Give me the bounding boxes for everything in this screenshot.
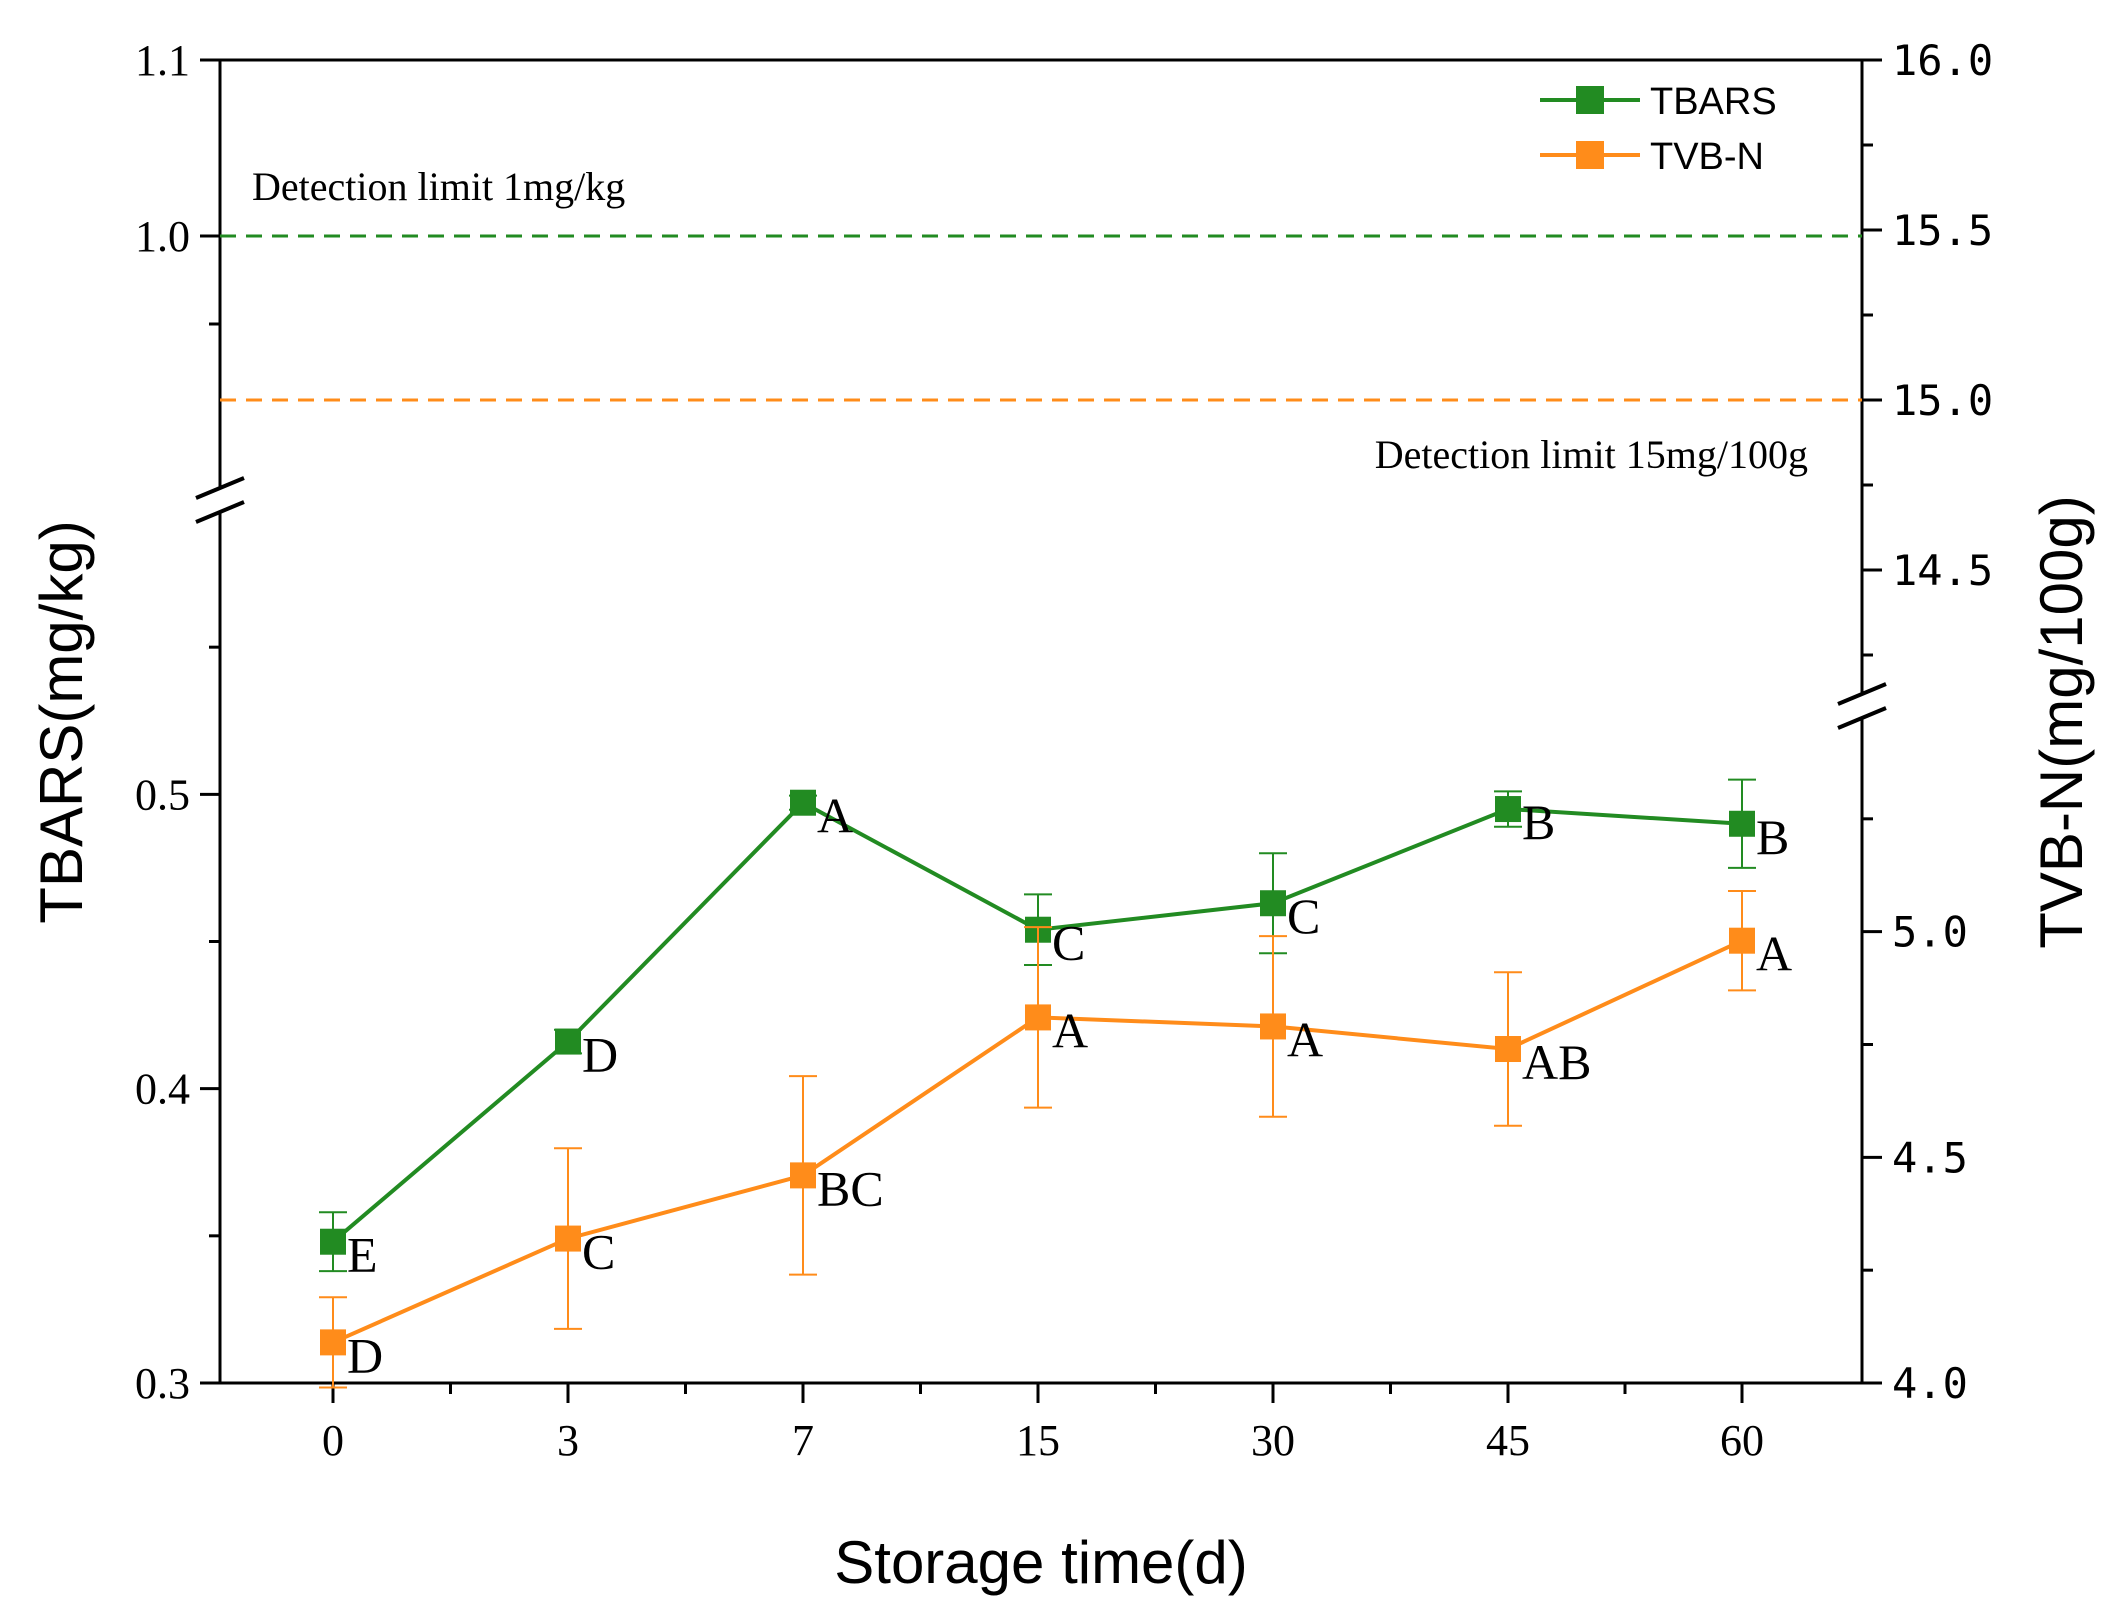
tvb-n-marker-30 [1260,1013,1286,1040]
x-tick-label-3: 3 [557,1416,579,1465]
tbars-marker-45 [1495,796,1521,823]
plot-frame [195,58,1887,1385]
reference-label-left: Detection limit 1mg/kg [252,164,625,209]
legend-tvbn-label: TVB-N [1650,136,1764,178]
left-break-mark-2 [195,500,245,524]
tvb-n-marker-45 [1495,1036,1521,1063]
x-tick-label-0: 0 [322,1416,344,1465]
x-tick-label-30: 30 [1251,1416,1295,1465]
tbars-letter-15: C [1052,915,1085,971]
right-tick-label-4.0: 4.0 [1892,1359,1968,1408]
legend-tbars-marker [1576,86,1604,114]
tvb-n-letter-45: AB [1522,1034,1591,1090]
right-tick-label-5.0: 5.0 [1892,908,1968,957]
x-tick-label-60: 60 [1720,1416,1764,1465]
tbars-marker-60 [1729,810,1755,837]
tbars-letter-45: B [1522,794,1555,850]
x-axis-title: Storage time(d) [834,1529,1248,1596]
tvb-n-marker-7 [790,1162,816,1189]
ticks: 0 3 7 15 30 45 60 0.3 0.4 0.5 1.0 1.1 4.0 4.5 5.0 14.5 1… [135,36,1993,1465]
tbars-letter-30: C [1287,888,1320,944]
tbars-letter-3: D [582,1027,618,1083]
left-axis-title: TBARS(mg/kg) [28,520,95,923]
right-break-mark-2 [1837,706,1887,730]
legend-item-tbars: TBARS [1540,81,1777,123]
tvb-n-letter-30: A [1287,1011,1323,1067]
right-tick-label-16.0: 16.0 [1892,36,1993,85]
x-tick-label-7: 7 [792,1416,814,1465]
tvb-n-letter-60: A [1756,926,1792,982]
legend-tvbn-marker [1576,141,1604,169]
left-tick-label-0.4: 0.4 [135,1065,190,1114]
series-tvb-n: D C BC A A AB A [319,890,1792,1389]
x-tick-label-45: 45 [1486,1416,1530,1465]
left-tick-label-0.3: 0.3 [135,1359,190,1408]
right-tick-label-4.5: 4.5 [1892,1133,1968,1182]
tbars-letter-0: E [347,1227,378,1283]
left-break-mark-1 [195,476,245,500]
x-tick-label-15: 15 [1016,1416,1060,1465]
tvb-n-letter-7: BC [817,1160,884,1216]
left-tick-label-1.0: 1.0 [135,212,190,261]
right-tick-label-15.5: 15.5 [1892,206,1993,255]
tvb-n-marker-15 [1025,1004,1051,1031]
right-tick-label-14.5: 14.5 [1892,546,1993,595]
tvb-n-letter-0: D [347,1327,383,1383]
left-tick-label-1.1: 1.1 [135,36,190,85]
tbars-letter-7: A [817,788,853,844]
right-tick-label-15.0: 15.0 [1892,376,1993,425]
tvb-n-marker-60 [1729,927,1755,954]
legend: TBARS TVB-N [1540,81,1777,178]
left-tick-label-0.5: 0.5 [135,770,190,819]
tbars-marker-3 [555,1028,581,1055]
legend-item-tvbn: TVB-N [1540,136,1764,178]
tbars-marker-7 [790,789,816,816]
right-axis-title: TVB-N(mg/100g) [2028,495,2095,948]
tvb-n-marker-0 [320,1329,346,1356]
reference-lines: Detection limit 1mg/kg Detection limit 15… [220,164,1862,477]
tvb-n-letter-3: C [582,1224,615,1280]
legend-tbars-label: TBARS [1650,81,1777,123]
tvb-n-marker-3 [555,1225,581,1252]
reference-label-right: Detection limit 15mg/100g [1375,432,1808,477]
tbars-letter-60: B [1756,809,1789,865]
tvb-n-letter-15: A [1052,1002,1088,1058]
tbars-marker-30 [1260,890,1286,917]
right-break-mark-1 [1837,682,1887,706]
tbars-marker-0 [320,1228,346,1255]
